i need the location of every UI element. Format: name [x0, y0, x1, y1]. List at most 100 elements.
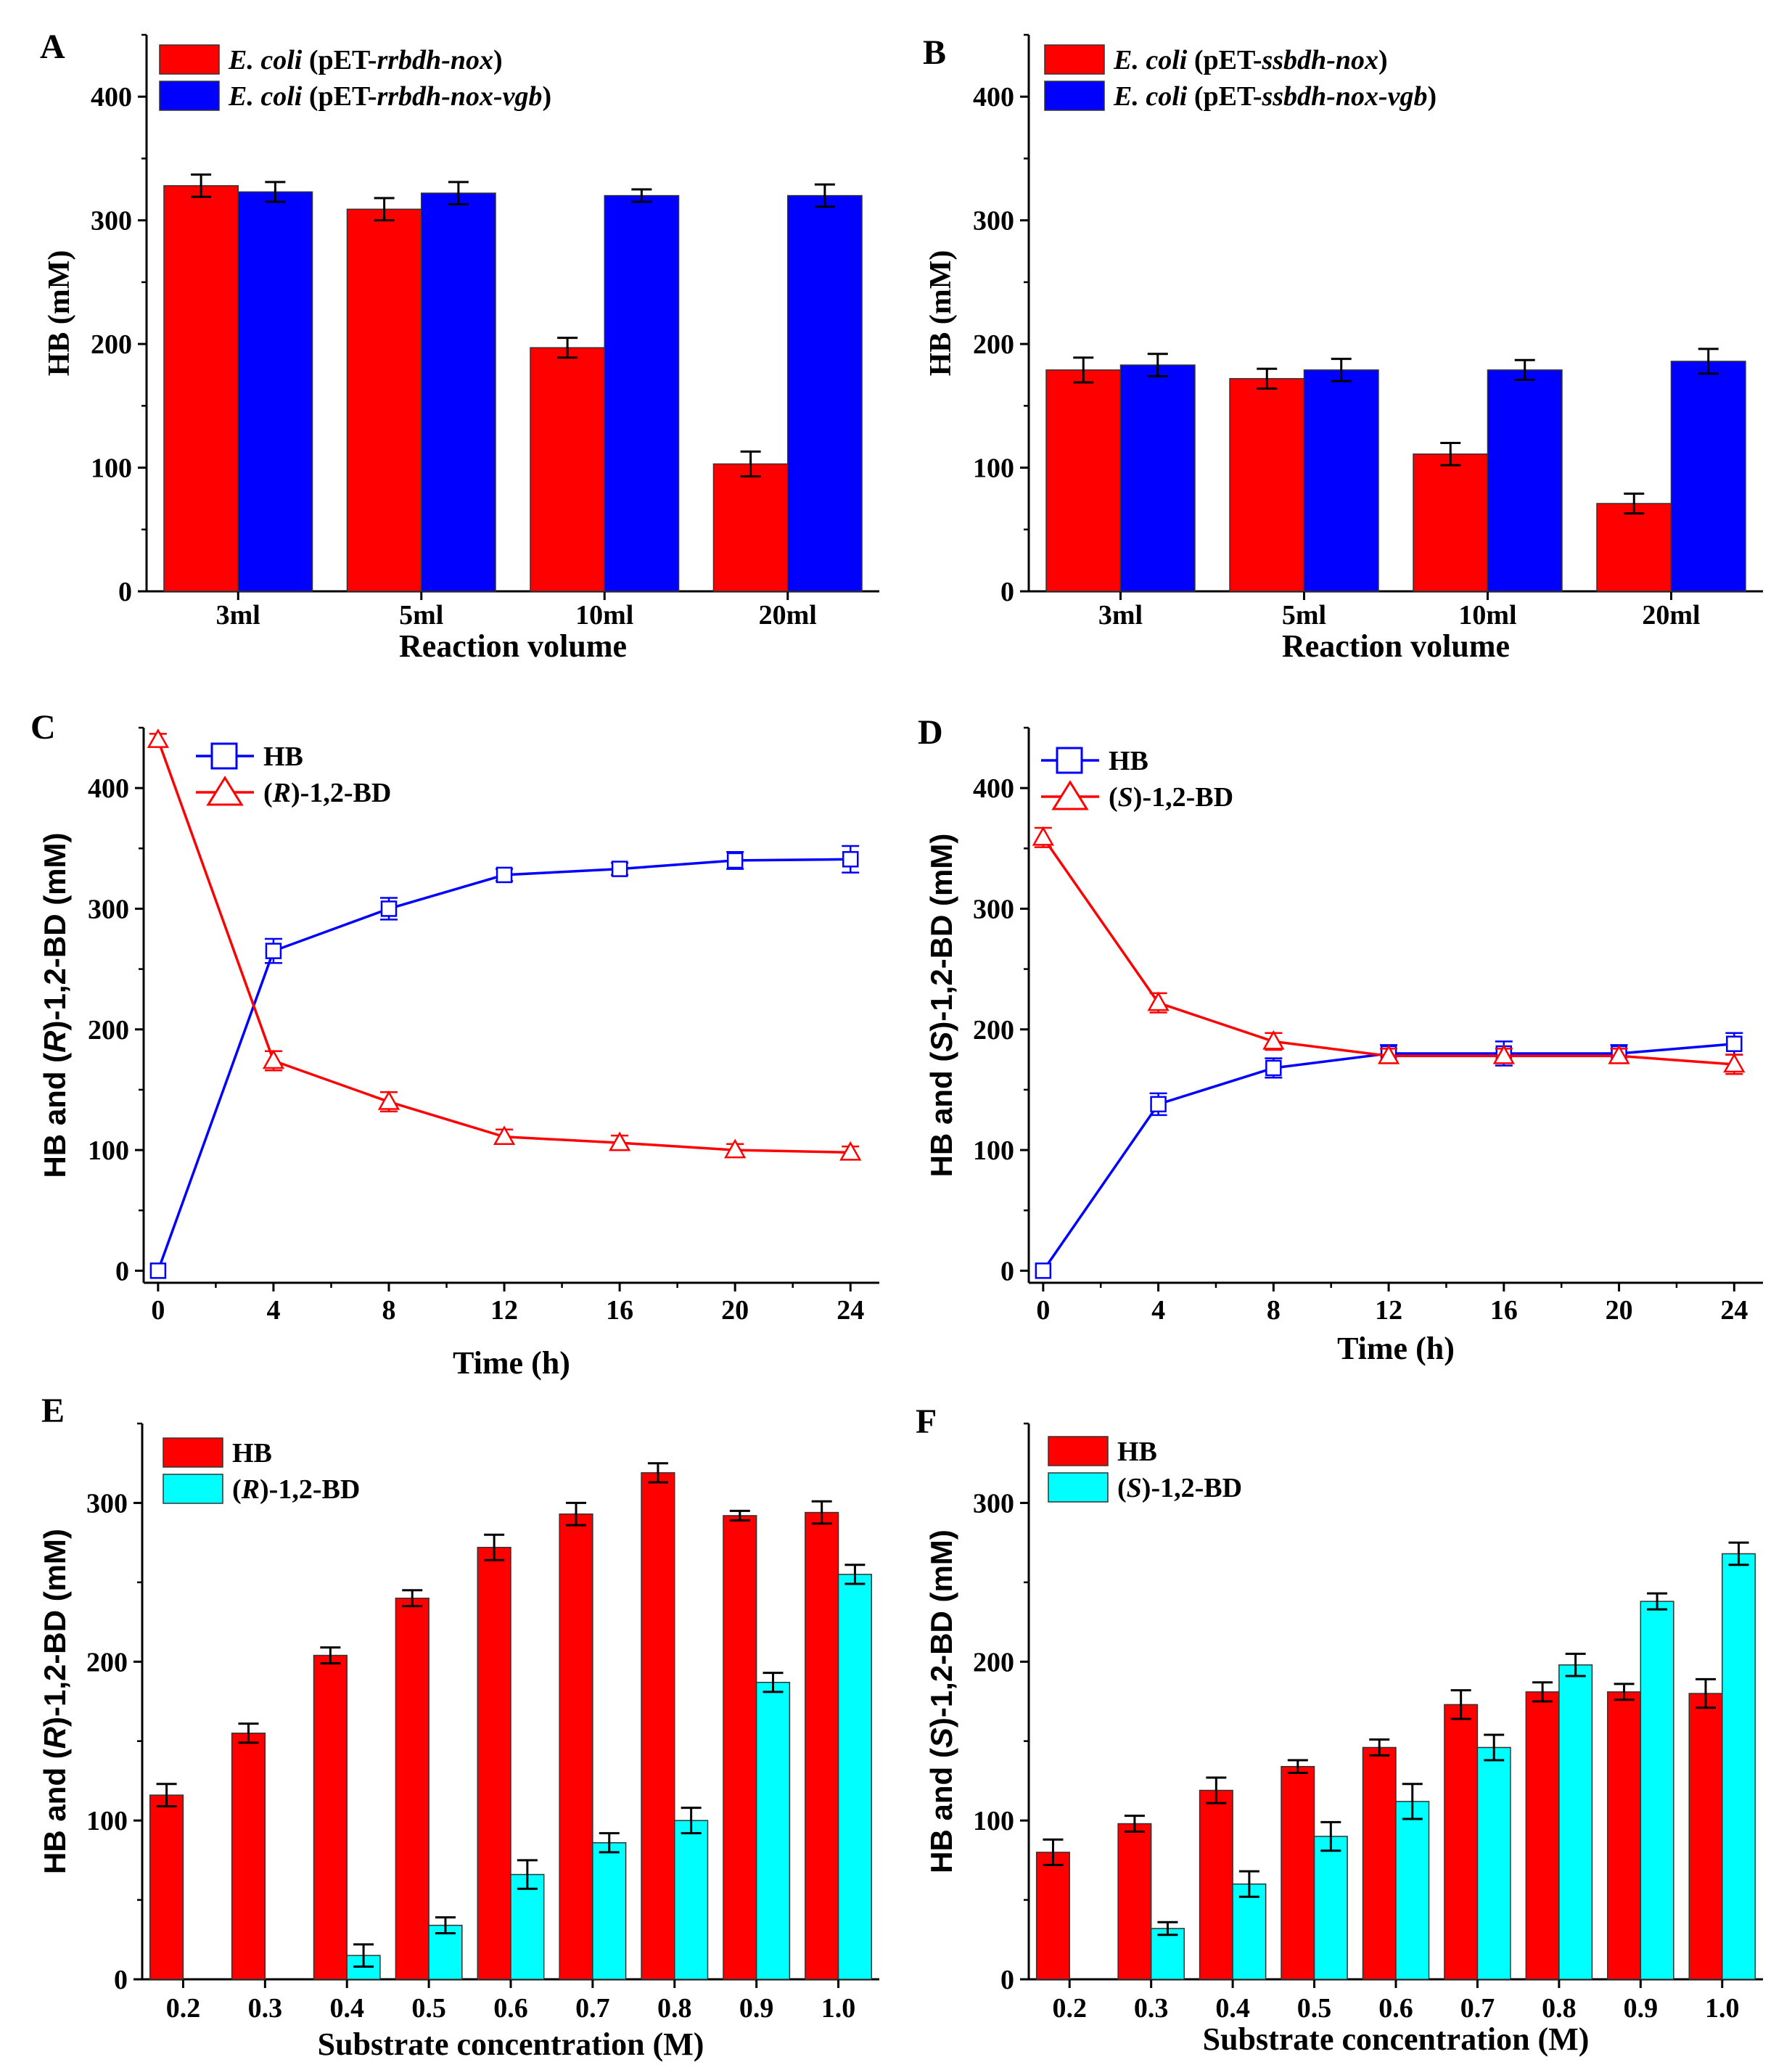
data-point-square [611, 861, 628, 877]
x-axis-label: Reaction volume [1282, 628, 1510, 664]
data-point-triangle [1032, 826, 1054, 846]
bar-s1 [1362, 1746, 1397, 1980]
series-line-bd [157, 739, 851, 1154]
x-axis-label: Time (h) [453, 1345, 570, 1381]
bar-s2 [1232, 1883, 1267, 1980]
y-tick-label: 400 [91, 82, 132, 112]
y-tick-label: 0 [118, 577, 132, 607]
panel-label: A [40, 28, 65, 66]
chart-panel-F: F 0 100 200 300 HB and (S)-1,2-BD (mM) 0.2 0.3 0… [916, 1402, 1763, 2057]
legend-swatch [163, 1474, 223, 1504]
y-tick-label: 100 [973, 1806, 1014, 1836]
y-tick-label: 400 [973, 773, 1014, 804]
x-tick-label: 24 [1720, 1295, 1748, 1326]
legend-label: (S)-1,2-BD [1117, 1473, 1242, 1503]
data-point-triangle [1492, 1044, 1515, 1064]
data-point-triangle [1262, 1030, 1285, 1050]
y-tick-label: 100 [973, 453, 1014, 484]
y-tick-label: 100 [86, 1806, 128, 1836]
chart-panel-A: A 0 100 200 300 400 HB (mM) 3ml 5ml 10ml 20ml React… [40, 28, 879, 664]
legend-label: (S)-1,2-BD [1109, 782, 1233, 813]
legend-swatch [1048, 1436, 1109, 1466]
bar-s2 [1670, 361, 1746, 592]
bar-s2 [1303, 369, 1379, 592]
y-tick-label: 400 [88, 773, 129, 804]
x-tick-label: 20ml [1642, 600, 1700, 631]
y-tick-label: 300 [973, 894, 1014, 924]
bar-s1 [1117, 1823, 1152, 1980]
x-tick-label: 3ml [216, 600, 260, 631]
y-tick-label: 0 [1000, 577, 1014, 607]
data-point-square [1265, 1059, 1282, 1077]
bar-s2 [1722, 1553, 1756, 1980]
bar-s2 [1150, 1928, 1185, 1980]
data-point-triangle [1608, 1044, 1630, 1064]
data-point-triangle [1147, 991, 1170, 1011]
x-tick-label: 4 [266, 1295, 280, 1326]
series-line-hb [1042, 1042, 1735, 1272]
legend-label: HB [1117, 1437, 1157, 1467]
x-tick-label: 0 [1036, 1295, 1050, 1326]
y-tick-label: 0 [1000, 1256, 1014, 1286]
x-tick-label: 3ml [1098, 600, 1143, 631]
y-tick-label: 400 [973, 82, 1014, 112]
x-tick-label: 20 [1606, 1295, 1633, 1326]
bar-s2 [755, 1681, 791, 1980]
x-tick-label: 1.0 [1705, 1993, 1740, 2024]
y-tick-label: 300 [91, 206, 132, 237]
legend-swatch [159, 44, 220, 75]
y-tick-label: 0 [115, 1256, 129, 1286]
data-point-square [1150, 1096, 1167, 1113]
x-tick-label: 24 [837, 1295, 864, 1326]
bar-s1 [1229, 378, 1305, 592]
y-tick-label: 100 [88, 1135, 129, 1166]
bar-s2 [604, 194, 680, 592]
data-point-triangle [1723, 1053, 1746, 1073]
data-point-square [1726, 1035, 1743, 1052]
data-point-square [726, 852, 744, 869]
x-axis-label: Substrate concentration (M) [1203, 2021, 1590, 2057]
bar-s1 [641, 1472, 675, 1980]
bar-s1 [1688, 1693, 1723, 1980]
x-tick-label: 10ml [1458, 600, 1516, 631]
y-axis-label: HB (mM) [924, 250, 958, 377]
x-tick-label: 16 [606, 1295, 633, 1326]
data-point-triangle [262, 1049, 285, 1069]
x-axis-label: Substrate concentration (M) [318, 2026, 704, 2062]
x-tick-label: 0.3 [1134, 1993, 1169, 2024]
x-tick-label: 1.0 [821, 1993, 856, 2024]
data-point-triangle [147, 728, 170, 748]
panel-label: E [41, 1392, 65, 1430]
bar-s2 [1313, 1836, 1348, 1980]
x-tick-label: 0.8 [1542, 1993, 1577, 2024]
chart-panel-D: D 0 100 200 300 400 HB and (S)-1,2-BD (mM) 0 4 8 1… [918, 713, 1763, 1366]
bar-s1 [1413, 453, 1489, 592]
y-tick-label: 200 [88, 1015, 129, 1046]
bar-s2 [421, 192, 496, 592]
bar-s2 [592, 1842, 627, 1980]
y-tick-label: 200 [973, 329, 1014, 360]
bar-s1 [530, 347, 605, 592]
legend-marker [1056, 747, 1083, 774]
x-tick-label: 0.8 [657, 1993, 692, 2024]
x-tick-label: 0.9 [1624, 1993, 1659, 2024]
panel-label: F [916, 1402, 937, 1441]
x-tick-label: 0.5 [1297, 1993, 1332, 2024]
bar-s1 [1045, 369, 1122, 592]
bar-s2 [1395, 1801, 1430, 1980]
legend-swatch [1048, 1472, 1109, 1503]
x-tick-label: 10ml [575, 600, 633, 631]
data-point-triangle [493, 1125, 516, 1146]
bar-s2 [237, 191, 313, 592]
bar-s1 [395, 1597, 429, 1980]
bar-s1 [163, 185, 239, 592]
legend-marker [1051, 780, 1089, 810]
data-point-triangle [377, 1091, 400, 1110]
x-tick-label: 5ml [399, 600, 443, 631]
y-tick-label: 300 [973, 1488, 1014, 1519]
x-tick-label: 16 [1490, 1295, 1518, 1326]
bar-s1 [1444, 1704, 1479, 1980]
data-point-triangle [724, 1138, 747, 1159]
data-point-square [842, 851, 859, 868]
x-tick-label: 12 [490, 1295, 518, 1326]
